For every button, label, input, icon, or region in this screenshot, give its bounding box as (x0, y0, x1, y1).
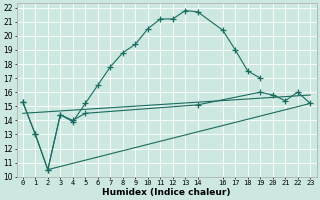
X-axis label: Humidex (Indice chaleur): Humidex (Indice chaleur) (102, 188, 231, 197)
